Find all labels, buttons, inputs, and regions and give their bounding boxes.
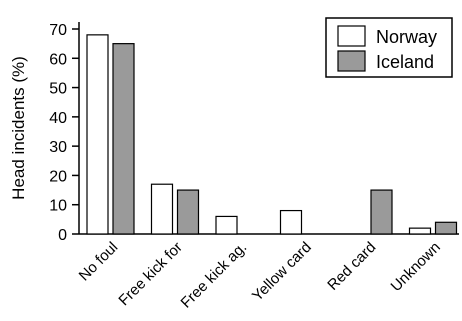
y-tick-label-50: 50 bbox=[49, 81, 67, 98]
bar-norway-1 bbox=[150, 183, 174, 235]
x-tick-label-0: No foul bbox=[76, 239, 122, 285]
x-tick-label-3: Yellow card bbox=[249, 239, 315, 305]
legend-label-norway: Norway bbox=[376, 27, 437, 47]
bar-norway-2 bbox=[215, 215, 238, 235]
bars bbox=[86, 34, 458, 235]
bar-iceland-0 bbox=[112, 43, 135, 235]
y-tick-label-30: 30 bbox=[49, 139, 67, 156]
x-tick-label-4: Red card bbox=[324, 239, 379, 294]
x-tick-label-1: Free kick for bbox=[115, 239, 185, 309]
x-tick-label-2: Free kick ag. bbox=[178, 239, 251, 312]
y-tick-label-40: 40 bbox=[49, 110, 67, 127]
bar-iceland-1 bbox=[176, 189, 200, 235]
legend-label-iceland: Iceland bbox=[376, 52, 434, 72]
bar-iceland-5 bbox=[434, 221, 458, 235]
legend: Norway Iceland bbox=[325, 17, 453, 78]
legend-swatch-iceland bbox=[337, 50, 366, 72]
bar-iceland-4 bbox=[370, 189, 393, 235]
legend-swatch-norway bbox=[337, 25, 366, 47]
bar-norway-5 bbox=[408, 227, 432, 235]
y-axis-label: Head incidents (%) bbox=[9, 56, 28, 200]
y-tick-label-60: 60 bbox=[49, 51, 67, 68]
x-tick-label-5: Unknown bbox=[388, 239, 444, 295]
y-axis: 0 10 20 30 40 50 60 70 Head incidents (%) bbox=[9, 22, 80, 244]
y-tick-label-70: 70 bbox=[49, 22, 67, 39]
y-ticks: 0 10 20 30 40 50 60 70 bbox=[49, 22, 79, 244]
bar-norway-0 bbox=[86, 34, 109, 235]
y-tick-label-10: 10 bbox=[49, 198, 67, 215]
y-tick-label-20: 20 bbox=[49, 168, 67, 185]
bar-norway-3 bbox=[279, 209, 303, 235]
y-tick-label-0: 0 bbox=[58, 227, 67, 244]
